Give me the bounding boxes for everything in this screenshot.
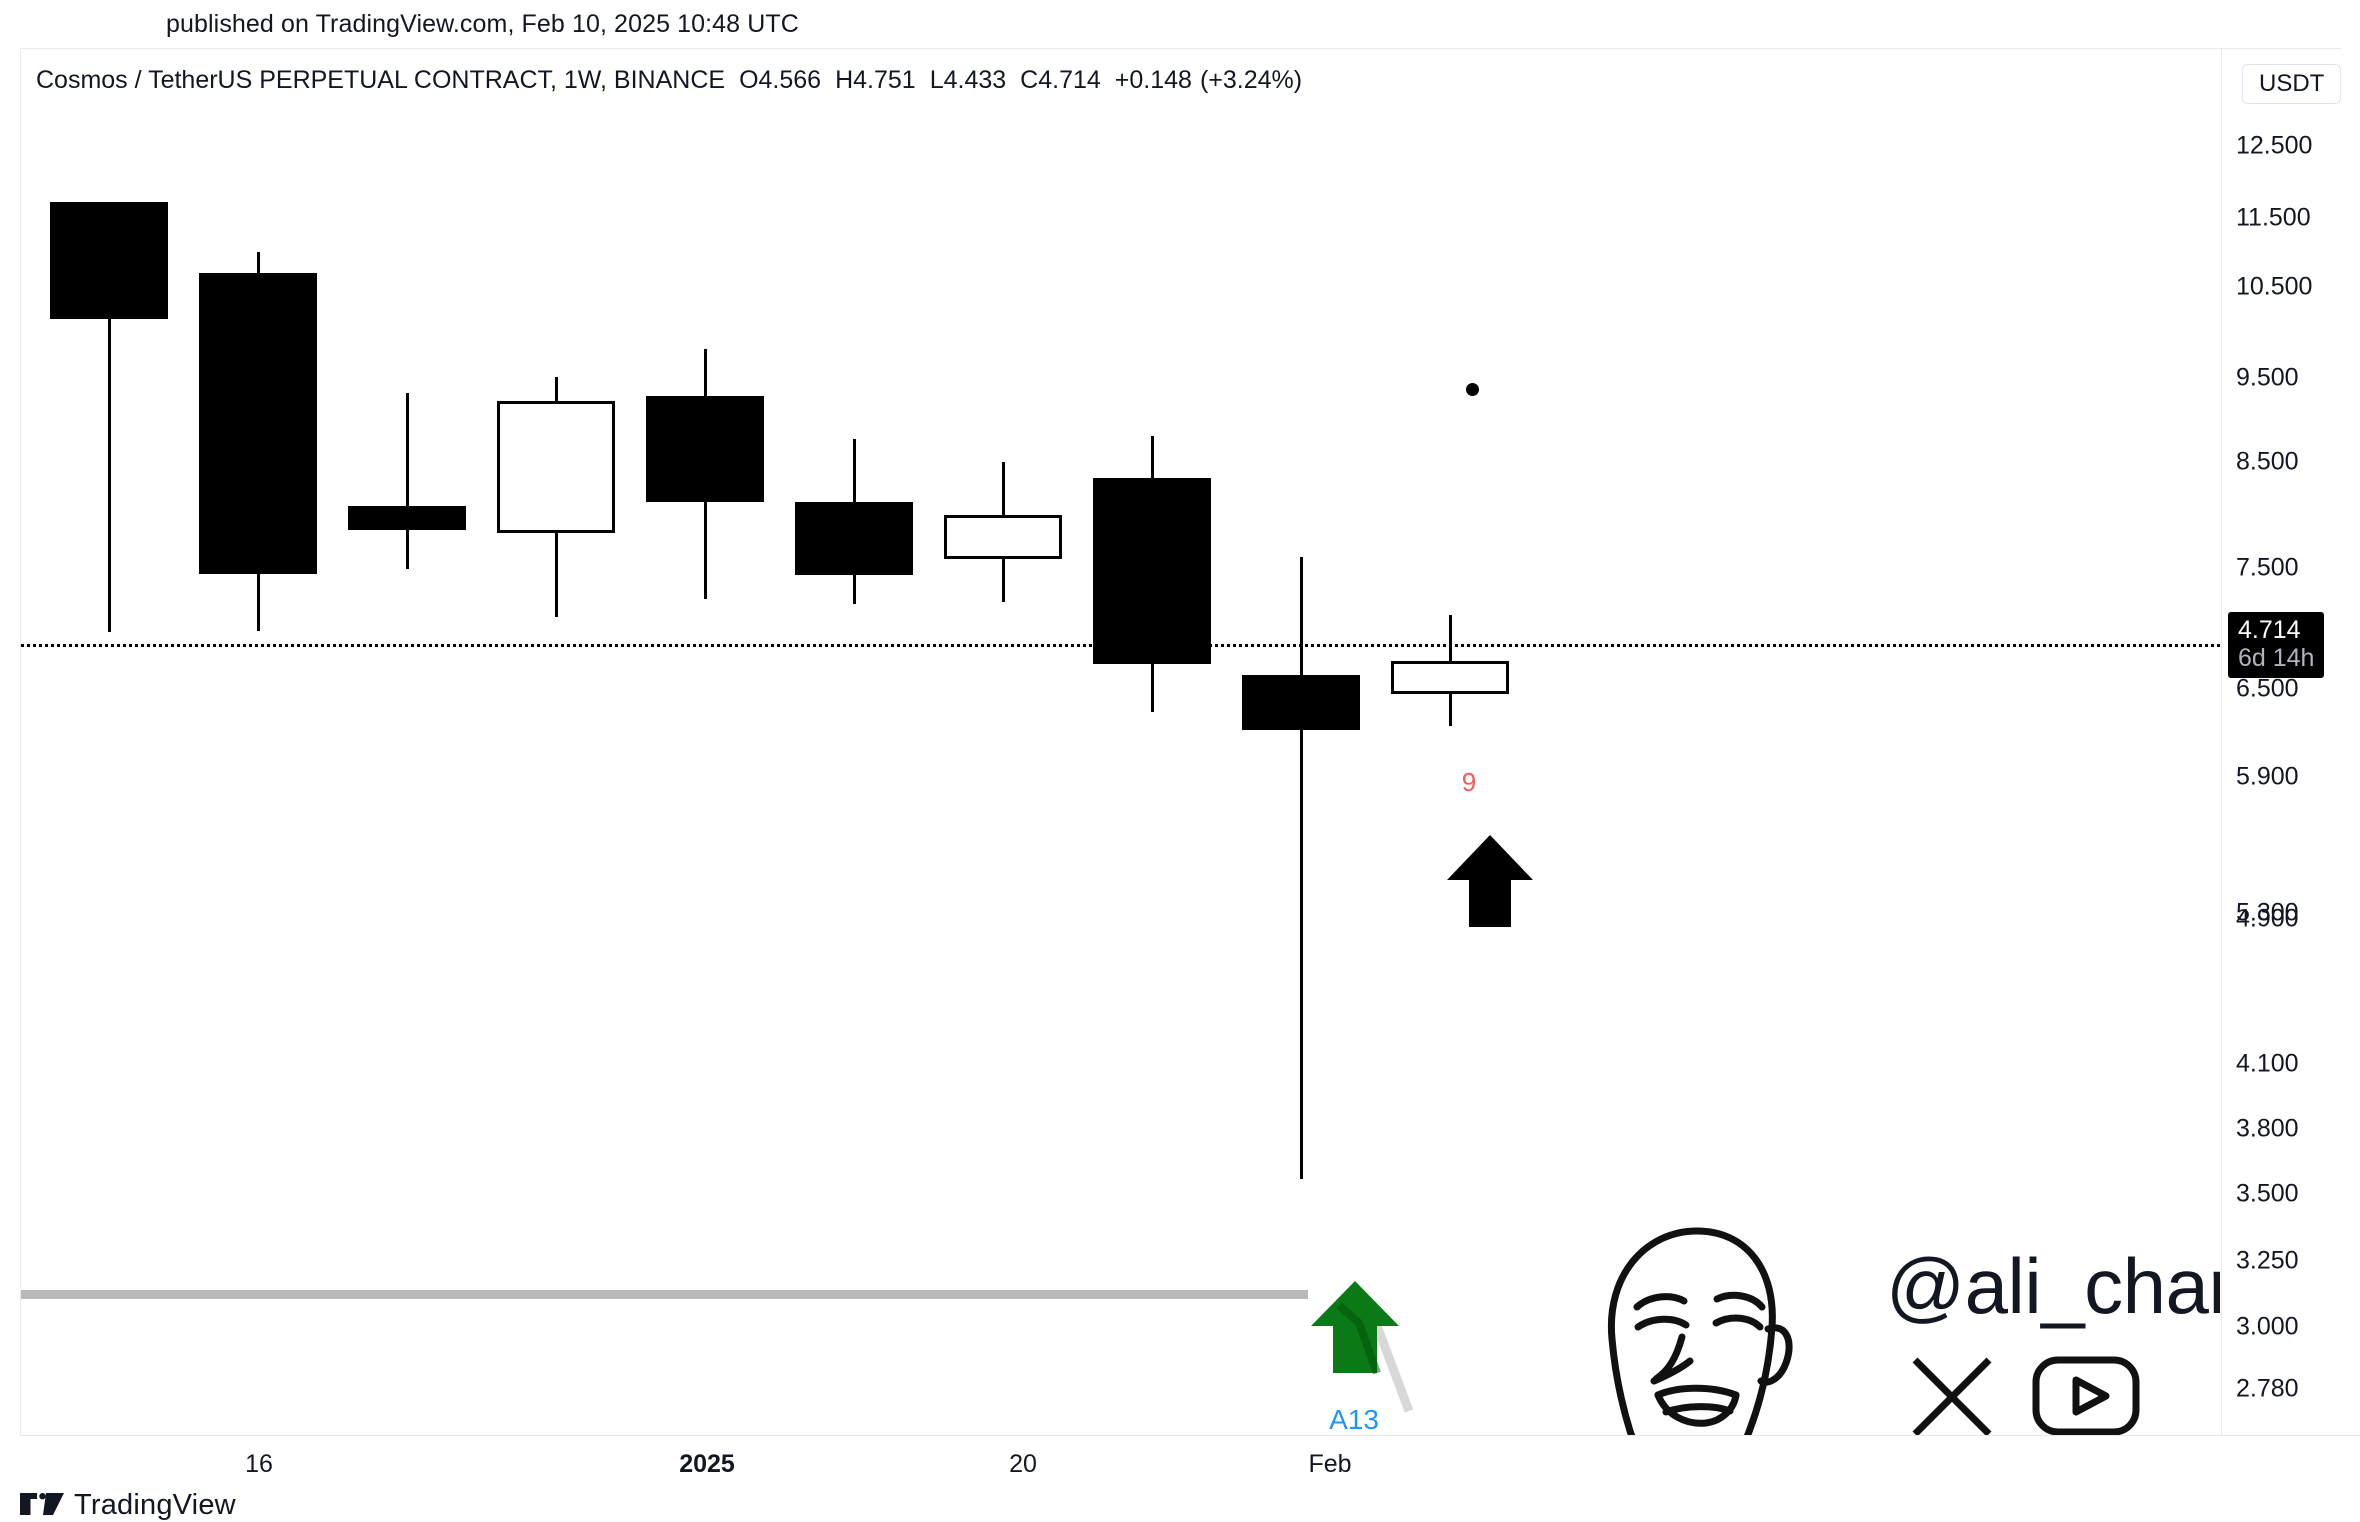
candle-body: [646, 396, 764, 502]
currency-badge[interactable]: USDT: [2242, 64, 2342, 104]
current-price-line: [21, 644, 2220, 647]
candlestick[interactable]: [199, 252, 317, 631]
price-tick: 4.100: [2236, 1049, 2299, 1078]
candlestick[interactable]: [795, 439, 913, 604]
candle-wick: [1299, 557, 1303, 1179]
price-tick: 3.250: [2236, 1246, 2299, 1275]
price-tick: 7.500: [2236, 553, 2299, 582]
candle-body: [1391, 661, 1509, 694]
candle-body: [795, 502, 913, 575]
price-tick: 3.000: [2236, 1312, 2299, 1341]
dot-marker-icon: [1466, 383, 1479, 396]
candlestick[interactable]: [1391, 615, 1509, 726]
current-price-value: 4.714: [2238, 616, 2301, 644]
watermark-portrait-line-art: [1607, 1227, 1793, 1435]
candle-body: [199, 273, 317, 574]
candle-wick: [405, 393, 409, 569]
candle-wick: [107, 202, 111, 632]
price-tick: 6.500: [2236, 674, 2299, 703]
time-tick: 16: [245, 1450, 273, 1478]
candle-body: [1093, 478, 1211, 664]
legend-low: L4.433: [929, 66, 1007, 94]
price-tick: 2.780: [2236, 1374, 2299, 1403]
price-tick: 4.900: [2236, 904, 2299, 933]
support-trend-line[interactable]: [21, 1290, 1308, 1299]
candlestick[interactable]: [1093, 436, 1211, 712]
time-tick: 20: [1009, 1450, 1037, 1478]
candlestick[interactable]: [944, 462, 1062, 602]
candle-body: [497, 401, 615, 533]
legend-ohlc: O4.566 H4.751 L4.433 C4.714 +0.148 (+3.2…: [739, 66, 1316, 95]
legend-open: O4.566: [739, 66, 822, 94]
tradingview-logo-icon: [20, 1492, 64, 1515]
candlestick[interactable]: [646, 349, 764, 599]
chart-legend: Cosmos / TetherUS PERPETUAL CONTRACT, 1W…: [36, 66, 1316, 95]
price-tick: 12.500: [2236, 131, 2313, 160]
td-count-label: 9: [1461, 767, 1477, 797]
time-scale[interactable]: 16 2025 20 Feb: [20, 1435, 2360, 1489]
arrow-up-green-icon[interactable]: [1311, 1281, 1461, 1435]
time-tick: 2025: [679, 1450, 735, 1478]
price-tick: 5.300: [2236, 898, 2299, 927]
bar-countdown: 6d 14h: [2238, 644, 2315, 672]
plot-area[interactable]: 9 A13: [21, 49, 2220, 1435]
price-tick: 11.500: [2236, 203, 2311, 232]
publish-text: published on TradingView.com, Feb 10, 20…: [166, 9, 799, 38]
watermark-handle: @ali_charts: [1886, 1242, 2220, 1330]
price-tick: 3.500: [2236, 1179, 2299, 1208]
legend-high: H4.751: [835, 66, 916, 94]
tradingview-wordmark: TradingView: [74, 1489, 236, 1521]
price-tick: 5.900: [2236, 762, 2299, 791]
price-tick: 9.500: [2236, 363, 2299, 392]
candlestick[interactable]: [497, 377, 615, 617]
candle-body: [944, 515, 1062, 559]
time-tick: Feb: [1308, 1450, 1352, 1478]
candlestick[interactable]: [50, 202, 168, 632]
arrow-up-black-icon: [1447, 835, 1533, 927]
candle-body: [50, 202, 168, 319]
youtube-play-icon: [2032, 1356, 2140, 1435]
candlestick[interactable]: [348, 393, 466, 569]
chart-pane: [20, 48, 2341, 1435]
arrow-label-a13: A13: [1329, 1404, 1379, 1435]
price-scale[interactable]: USDT 12.500 11.500 10.500 9.500 8.500 7.…: [2221, 49, 2360, 1435]
price-tick: 10.500: [2236, 272, 2313, 301]
legend-symbol[interactable]: Cosmos / TetherUS PERPETUAL CONTRACT, 1W…: [36, 66, 726, 94]
price-tick: 3.800: [2236, 1114, 2299, 1143]
legend-close: C4.714: [1020, 66, 1101, 94]
publish-banner: published on TradingView.com, Feb 10, 20…: [0, 0, 2360, 48]
current-price-badge[interactable]: 4.714 6d 14h: [2228, 612, 2325, 678]
price-tick: 8.500: [2236, 447, 2299, 476]
candle-body: [348, 506, 466, 530]
legend-change-pct: (+3.24%): [1199, 66, 1303, 94]
legend-change-abs: +0.148: [1114, 66, 1192, 94]
x-logo-icon: [1912, 1357, 1992, 1435]
tradingview-footer[interactable]: TradingView: [20, 1489, 236, 1522]
candlestick[interactable]: [1242, 557, 1360, 1179]
candle-body: [1242, 675, 1360, 730]
